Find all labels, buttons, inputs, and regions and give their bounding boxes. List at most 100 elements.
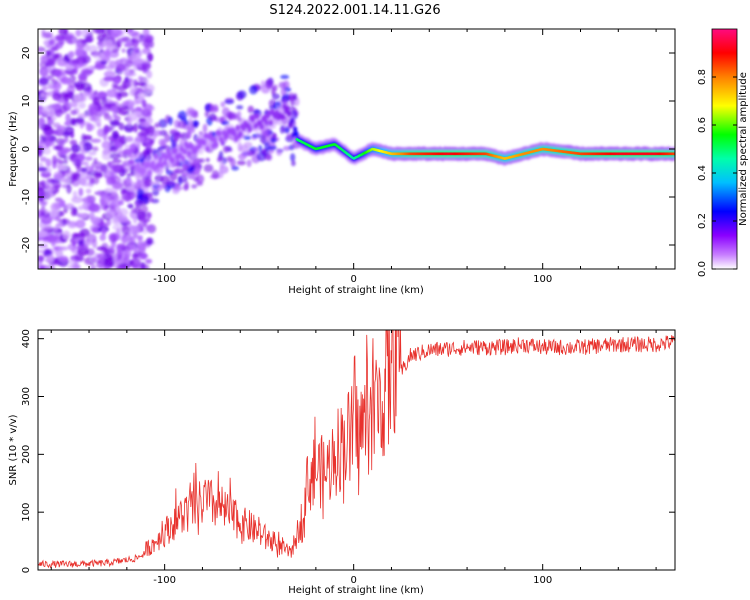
ridge-body (285, 105, 290, 112)
spectrogram-noise-blob (54, 197, 63, 202)
spectrogram-noise-blob (113, 205, 121, 213)
ridge-body (232, 130, 237, 137)
spectrogram-noise-blob (83, 241, 94, 246)
spectrogram-noise-blob (38, 190, 45, 198)
spectrogram-noise-blob (40, 201, 47, 207)
y-tick-label: -20 (21, 237, 32, 253)
spectrogram-scatter-blob (192, 120, 199, 126)
spectrogram-noise-blob (137, 75, 143, 82)
spectrogram-scatter-blob (216, 157, 223, 163)
spectrogram-noise-blob (90, 216, 101, 225)
spectrogram-noise-blob (108, 233, 117, 243)
spectrogram-noise-blob (63, 155, 68, 165)
ridge-body (255, 113, 260, 120)
spectrogram-noise-blob (118, 111, 130, 116)
spectrogram-noise-blob (70, 144, 81, 153)
ridge-body (247, 126, 252, 133)
spectrogram-scatter-blob (229, 112, 239, 121)
spectrogram-scatter-blob (261, 149, 267, 155)
ridge-body (235, 124, 240, 131)
spectrogram-scatter-blob (180, 117, 187, 122)
spectrogram-scatter-blob (161, 182, 168, 189)
spectrogram-noise-blob (82, 82, 92, 92)
spectrogram-scatter-blob (173, 136, 179, 144)
colorbar-tick-label: 0.8 (697, 69, 708, 85)
spectrogram-noise-blob (51, 155, 58, 165)
spectrogram-scatter-blob (169, 172, 178, 181)
spectrogram-scatter-blob (221, 107, 230, 117)
spectrogram-noise-blob (71, 196, 84, 204)
x-tick-label: 0 (350, 575, 356, 586)
spectrogram-noise-blob (74, 48, 84, 57)
ridge-body (280, 113, 286, 120)
spectrogram-noise-blob (79, 143, 86, 153)
spectrogram-noise-blob (116, 243, 126, 249)
colorbar-tick-label: 0.2 (697, 213, 708, 229)
spectrogram-noise-blob (90, 138, 102, 143)
ridge-body (286, 110, 292, 117)
spectrogram-scatter-blob (257, 144, 263, 152)
spectrogram-noise-blob (130, 225, 141, 234)
spectrogram-noise-blob (103, 70, 116, 78)
spectrogram-scatter-blob (174, 167, 184, 175)
spectrogram-noise-blob (101, 227, 107, 236)
spectrogram-noise-blob (97, 43, 104, 51)
spectrogram-scatter-blob (154, 174, 164, 183)
ridge-body (212, 137, 218, 144)
spectrogram-scatter-blob (267, 145, 278, 151)
spectrogram-noise-blob (38, 196, 45, 203)
spectrogram-noise-blob (56, 158, 61, 164)
y-tick-label: 0 (21, 146, 32, 152)
ridge-body (153, 153, 159, 160)
spectrogram-scatter-blob (204, 111, 210, 118)
spectrogram-noise-blob (110, 199, 117, 205)
spectrogram-noise-blob (106, 209, 116, 219)
spectrogram-noise-blob (79, 212, 88, 219)
spectrogram-noise-blob (71, 59, 81, 65)
spectrogram-scatter-blob (194, 164, 202, 174)
spectrogram-noise-blob (51, 209, 59, 217)
spectrogram-noise-blob (78, 187, 84, 197)
spectrogram-scatter-blob (152, 129, 163, 137)
spectrogram-scatter-blob (177, 120, 187, 129)
spectrogram-noise-blob (75, 42, 87, 49)
spectrogram-noise-blob (133, 247, 138, 253)
snr-x-label: Height of straight line (km) (288, 585, 424, 596)
spectrogram-noise-blob (79, 121, 91, 126)
spectrogram-noise-blob (113, 215, 120, 223)
spectrogram-noise-blob (64, 126, 75, 135)
spectrogram-noise-blob (38, 181, 46, 192)
spectrogram-scatter-blob (177, 175, 188, 183)
spectrogram-noise-blob (65, 64, 74, 71)
spectrogram-noise-blob (105, 89, 118, 98)
spectrogram-scatter-blob (193, 159, 200, 165)
spectrogram-noise-blob (144, 36, 152, 44)
spectrogram-scatter-blob (272, 133, 277, 139)
spectrogram-noise-blob (47, 234, 60, 242)
spectrogram-noise-blob (99, 195, 111, 206)
spectrogram-scatter-blob (220, 101, 226, 108)
spectrogram-noise-blob (70, 118, 77, 126)
spectrogram-noise-blob (72, 190, 78, 199)
spectrogram-noise-blob (83, 134, 93, 141)
spectrogram-noise-blob (127, 203, 134, 209)
spectrogram-noise-blob (69, 139, 78, 146)
spectrogram-scatter-blob (286, 133, 293, 141)
spectrogram-noise-blob (55, 34, 65, 41)
snr-series-line (38, 330, 675, 569)
spectrogram-noise-blob (45, 140, 52, 148)
spectrogram-noise-blob (145, 258, 153, 264)
spectrogram-noise-blob (141, 264, 150, 269)
spectrogram-noise-blob (46, 115, 52, 120)
spectrogram-scatter-blob (264, 153, 272, 161)
spectrogram-noise-blob (79, 228, 90, 237)
y-tick-label: 400 (21, 329, 32, 348)
ridge-body (214, 141, 219, 148)
spectrogram-scatter-blob (134, 199, 145, 206)
spectrogram-scatter-blob (193, 176, 200, 182)
spectrogram-noise-blob (59, 255, 69, 263)
snr-panel: -100 0 100 0 100 200 300 400 Height of straight… (8, 329, 676, 596)
spectrogram-scatter-blob (134, 204, 141, 215)
spectrogram-noise-blob (70, 109, 78, 116)
